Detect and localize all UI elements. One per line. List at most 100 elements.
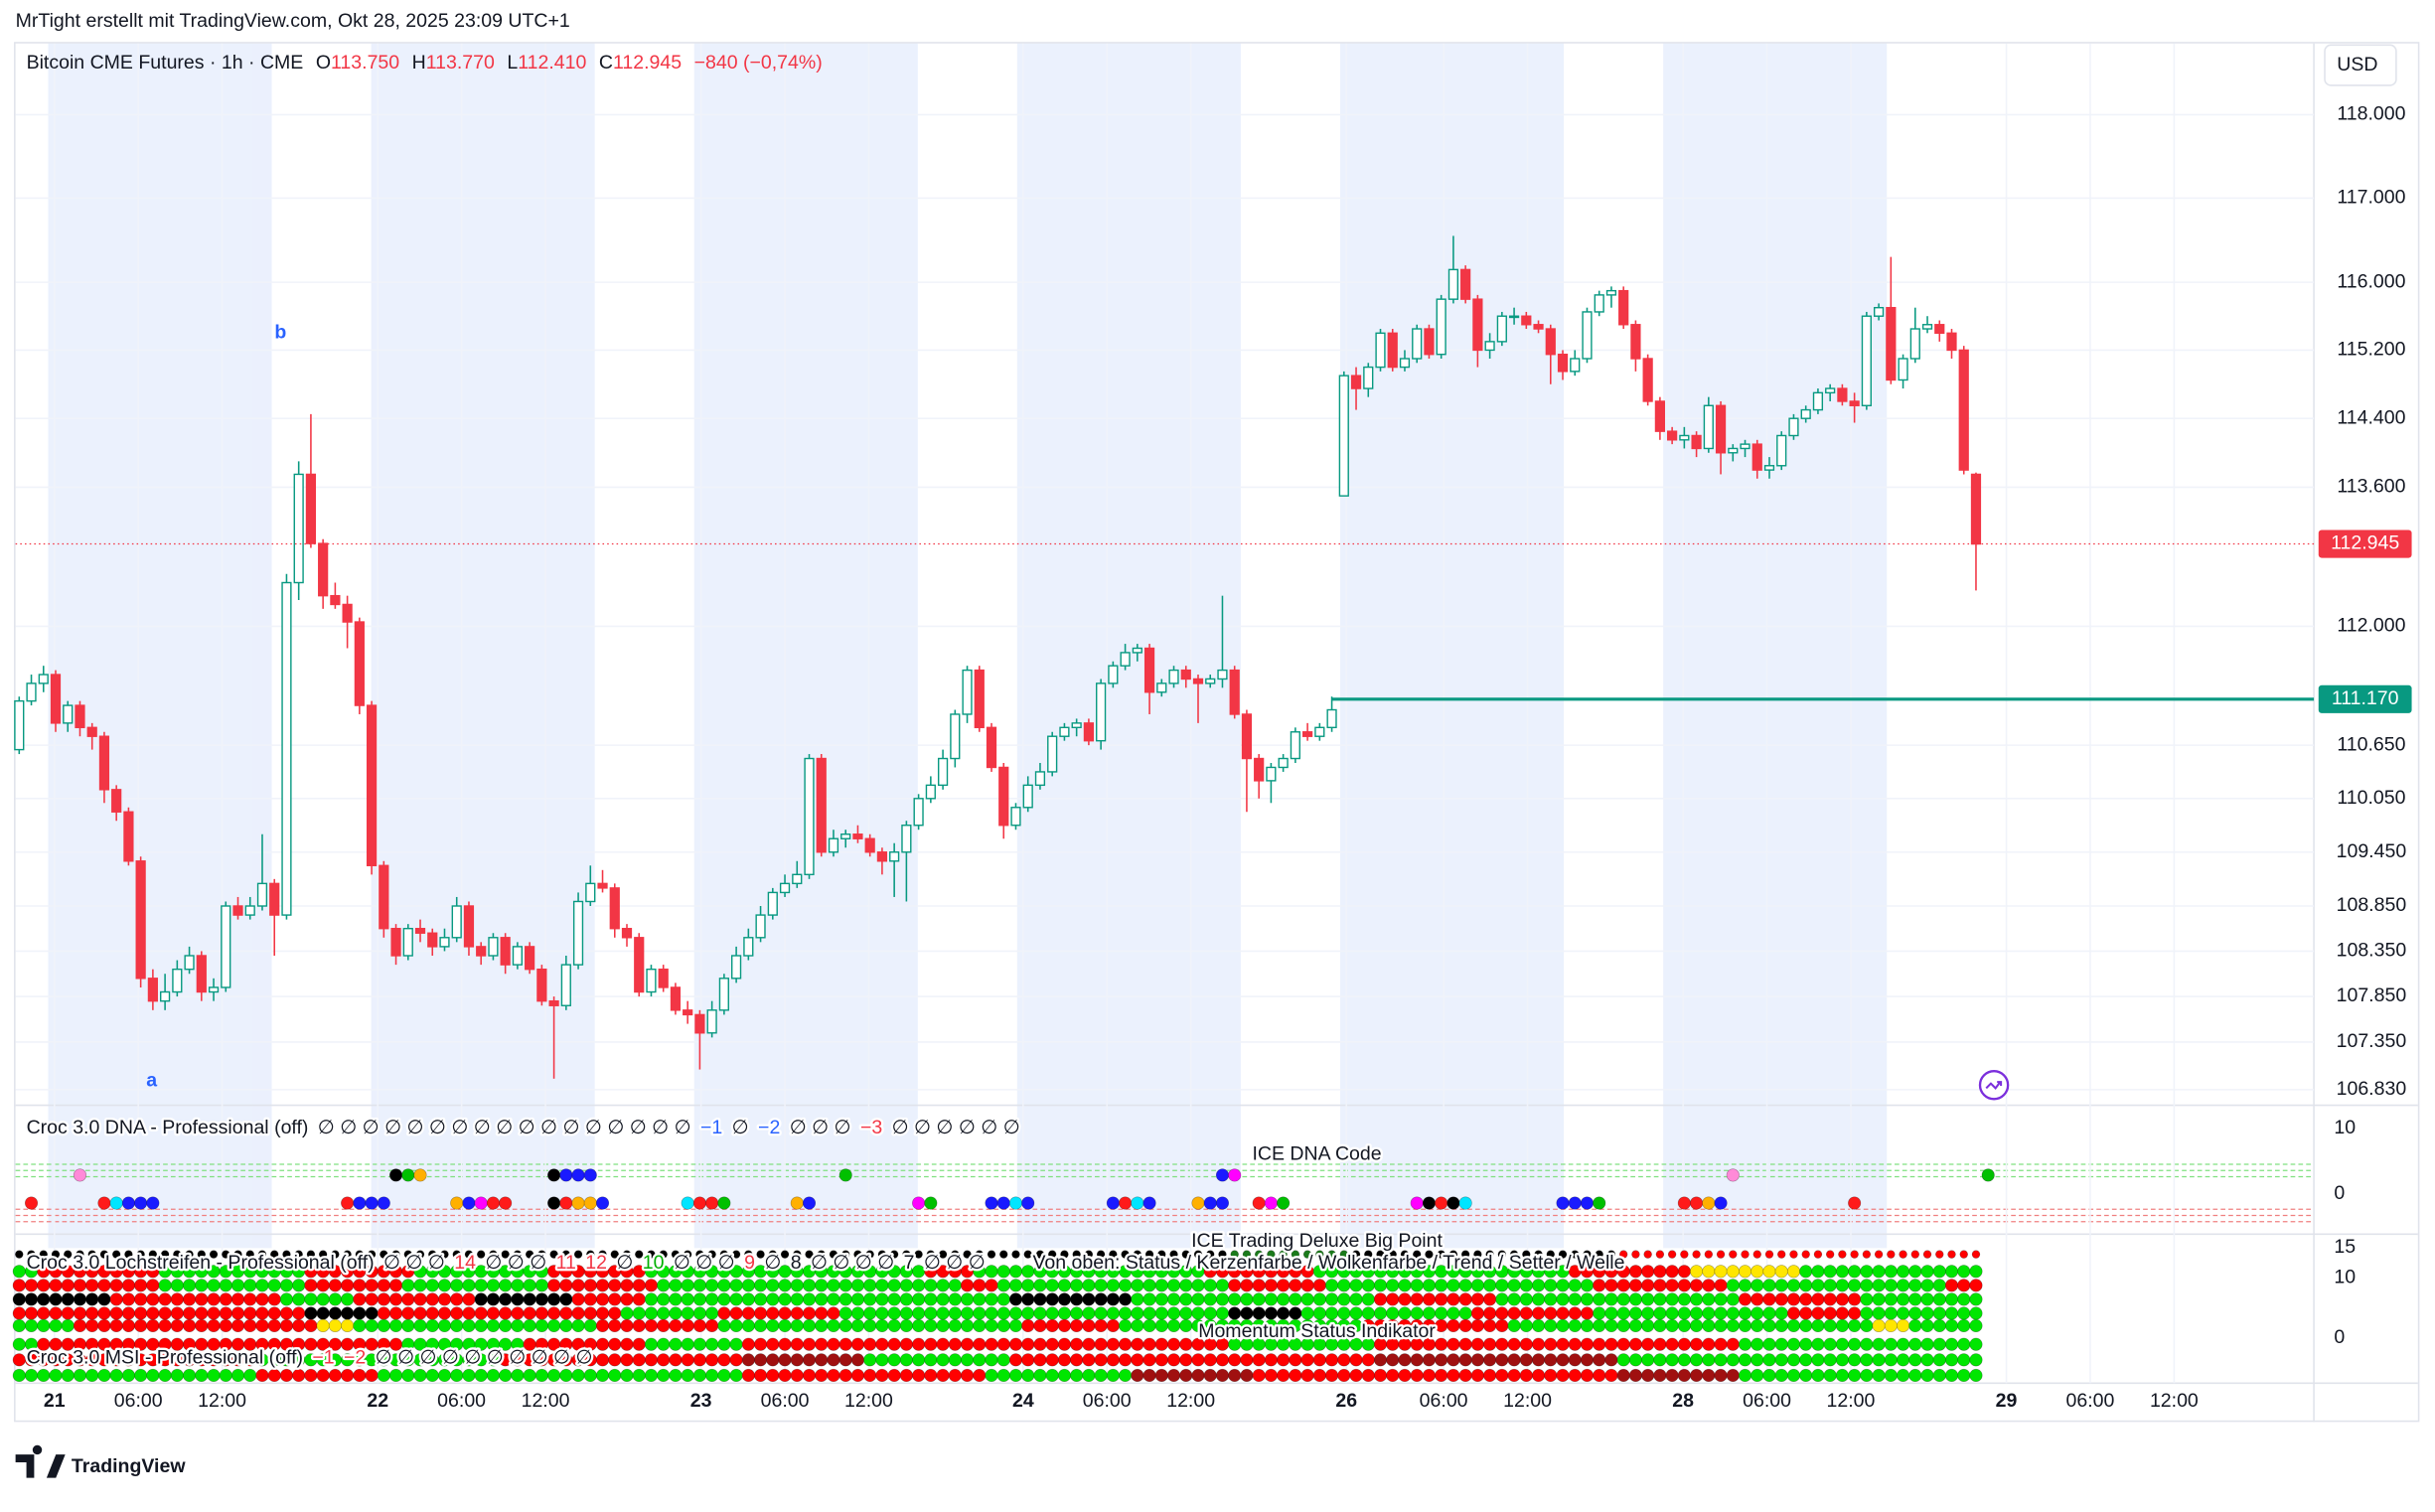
state-dot: [183, 1368, 197, 1383]
state-dot: [1874, 1250, 1884, 1259]
state-dot: [1811, 1353, 1825, 1367]
state-dot: [948, 1318, 962, 1333]
state-dot: [1410, 1306, 1424, 1320]
state-dot: [1057, 1353, 1071, 1367]
state-dot: [1264, 1196, 1278, 1210]
state-dot: [73, 1279, 87, 1292]
state-dot: [61, 1318, 75, 1333]
state-dot: [644, 1279, 659, 1292]
state-dot: [1191, 1353, 1205, 1367]
candle-body: [876, 851, 888, 862]
state-dot: [499, 1318, 513, 1333]
state-dot: [1568, 1306, 1582, 1320]
x-tick-label: 06:00: [761, 1390, 810, 1412]
state-dot: [1458, 1292, 1472, 1306]
state-dot: [49, 1368, 63, 1383]
state-dot: [1665, 1353, 1679, 1367]
state-dot: [367, 1250, 377, 1259]
state-dot: [388, 1306, 403, 1320]
state-dot: [230, 1306, 245, 1320]
state-dot: [61, 1368, 75, 1383]
state-dot: [486, 1196, 500, 1210]
state-dot: [705, 1337, 719, 1351]
state-dot: [815, 1368, 829, 1383]
state-dot: [353, 1318, 367, 1333]
state-dot: [1786, 1353, 1801, 1367]
state-dot: [960, 1306, 975, 1320]
state-dot: [1446, 1368, 1460, 1383]
state-dot: [219, 1306, 232, 1320]
state-dot: [1470, 1353, 1484, 1367]
state-dot: [1179, 1306, 1193, 1320]
state-dot: [1944, 1337, 1959, 1351]
state-dot: [37, 1292, 51, 1306]
state-dot: [729, 1306, 743, 1320]
state-dot: [401, 1292, 415, 1306]
state-dot: [865, 1250, 874, 1259]
candle-body: [1192, 678, 1204, 684]
state-dot: [899, 1353, 913, 1367]
state-dot: [1228, 1368, 1242, 1383]
state-dot: [1969, 1279, 1983, 1292]
scroll-button[interactable]: [1978, 1070, 2010, 1101]
state-dot: [1011, 1250, 1020, 1259]
state-dot: [1483, 1337, 1497, 1351]
candle-body: [111, 789, 122, 813]
state-dot: [1057, 1306, 1071, 1320]
state-dot: [1738, 1318, 1752, 1333]
candle-body: [840, 833, 851, 839]
state-dot: [1519, 1318, 1533, 1333]
state-dot: [1811, 1337, 1825, 1351]
state-dot: [863, 1368, 877, 1383]
state-dot: [1860, 1318, 1874, 1333]
state-dot: [1045, 1353, 1059, 1367]
state-dot: [1121, 1250, 1130, 1259]
state-dot: [1593, 1337, 1606, 1351]
state-dot: [353, 1196, 367, 1210]
currency[interactable]: USD: [2337, 54, 2377, 76]
state-dot: [1519, 1337, 1533, 1351]
state-dot: [413, 1168, 427, 1182]
state-dot: [1653, 1353, 1667, 1367]
state-dot: [547, 1279, 561, 1292]
state-dot: [1872, 1306, 1886, 1320]
state-dot: [595, 1318, 610, 1333]
state-dot: [1580, 1279, 1595, 1292]
state-dot: [912, 1306, 926, 1320]
state-dot: [306, 1250, 316, 1259]
state-dot: [51, 1250, 61, 1259]
state-dot: [486, 1318, 500, 1333]
state-dot: [657, 1368, 671, 1383]
state-dot: [1425, 1250, 1434, 1259]
state-dot: [1008, 1279, 1023, 1292]
state-dot: [1690, 1318, 1704, 1333]
state-dot: [1690, 1368, 1704, 1383]
state-dot: [1568, 1353, 1582, 1367]
state-dot: [1435, 1318, 1448, 1333]
state-dot: [243, 1318, 257, 1333]
state-dot: [1665, 1337, 1679, 1351]
candle-body: [1654, 400, 1665, 432]
state-dot: [595, 1279, 610, 1292]
state-dot: [692, 1368, 706, 1383]
state-dot: [1556, 1368, 1570, 1383]
state-dot: [1483, 1368, 1497, 1383]
state-dot: [292, 1318, 306, 1333]
state-dot: [1604, 1353, 1618, 1367]
state-dot: [681, 1279, 694, 1292]
state-dot: [1593, 1306, 1606, 1320]
state-dot: [1264, 1292, 1278, 1306]
currency-button[interactable]: [2324, 44, 2397, 86]
state-dot: [413, 1306, 427, 1320]
state-dot: [1556, 1337, 1570, 1351]
scroll-to-realtime[interactable]: [1978, 1070, 2010, 1101]
state-dot: [1154, 1353, 1168, 1367]
state-dot: [1047, 1250, 1057, 1259]
state-dot: [230, 1318, 245, 1333]
state-dot: [1119, 1337, 1133, 1351]
candle-body: [1254, 757, 1265, 782]
candle-body: [476, 946, 487, 957]
y-tick-label: 117.000: [2337, 187, 2405, 209]
state-dot: [1714, 1265, 1728, 1279]
state-dot: [561, 1250, 571, 1259]
